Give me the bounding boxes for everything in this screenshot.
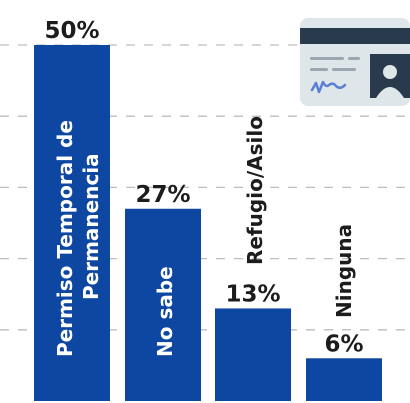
bar-no-sabe: [125, 208, 201, 401]
value-label-ninguna: 6%: [324, 331, 363, 357]
category-label-permiso-line2: Permanencia: [79, 153, 103, 300]
bar-ninguna: [306, 358, 382, 401]
category-label-refugio-asilo: Refugio/Asilo: [243, 116, 267, 265]
value-label-no-sabe: 27%: [135, 182, 190, 208]
id-card-icon: [300, 18, 410, 106]
bar-refugio-asilo: [215, 308, 291, 401]
gridlines: [0, 44, 410, 331]
category-label-no-sabe: No sabe: [153, 266, 177, 357]
category-label-ninguna: Ninguna: [332, 224, 356, 318]
bar-permiso-temporal: [34, 45, 110, 401]
category-label-permiso-line1: Permiso Temporal de: [53, 120, 77, 357]
value-label-permiso-temporal: 50%: [44, 18, 99, 44]
value-label-refugio-asilo: 13%: [225, 281, 280, 307]
